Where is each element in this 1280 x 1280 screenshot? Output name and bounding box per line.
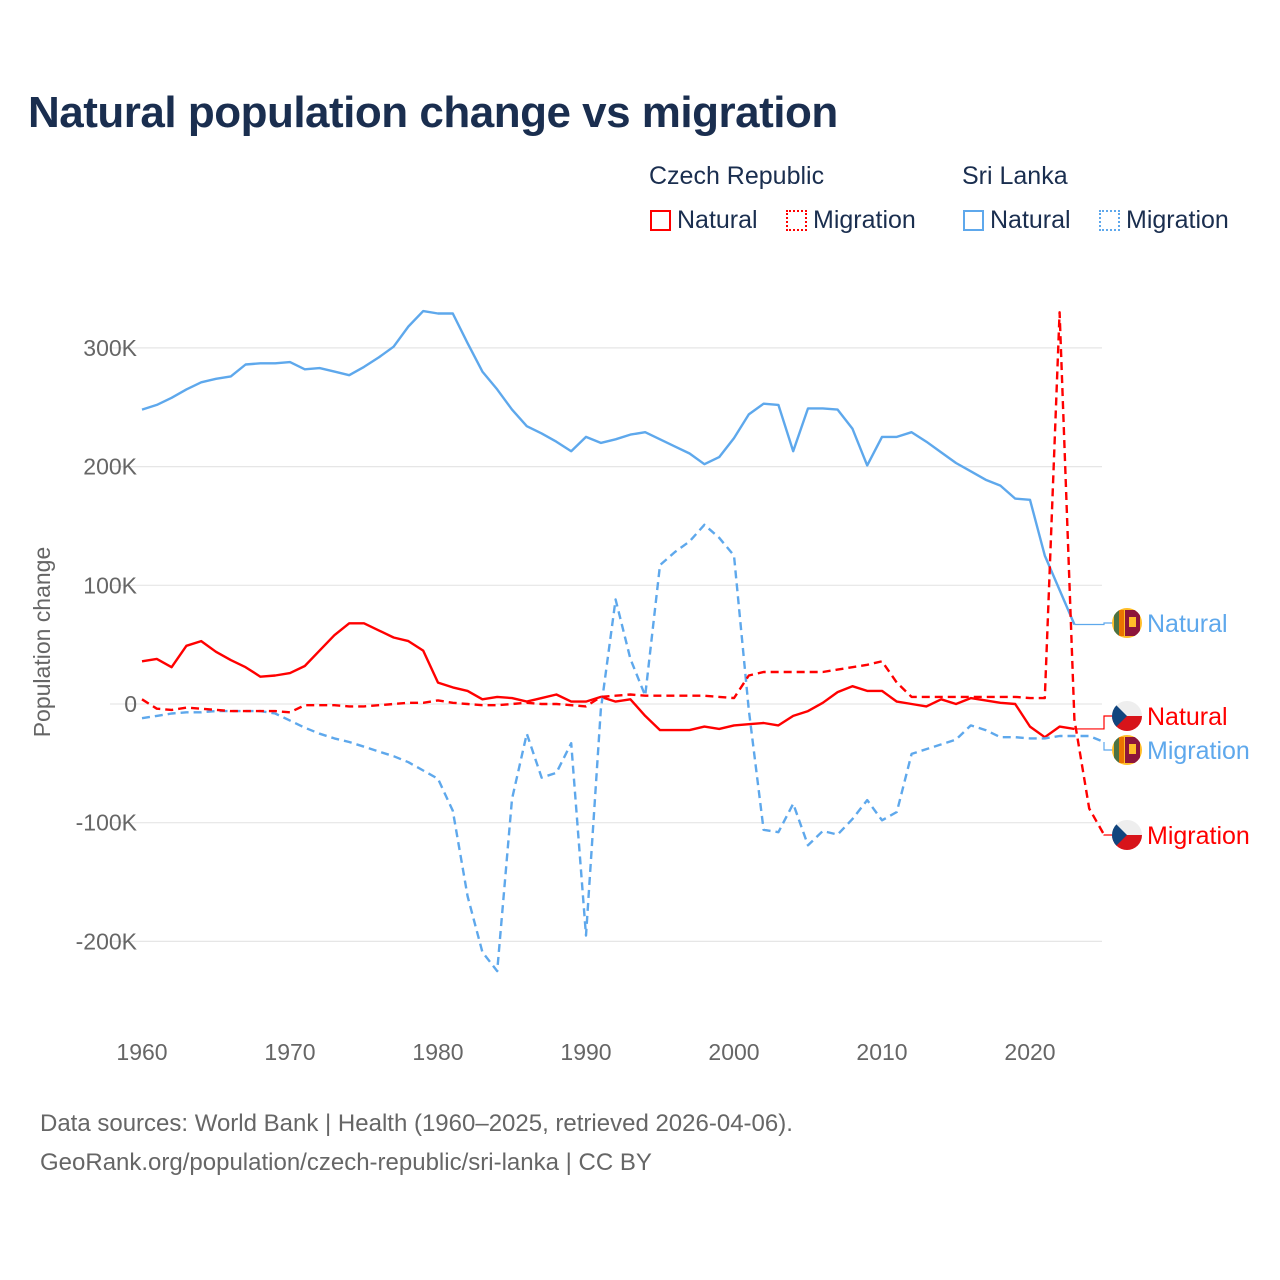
end-label: Migration	[1147, 822, 1250, 850]
x-tick-label: 2010	[856, 1039, 907, 1065]
label-connector	[1103, 741, 1114, 751]
end-label: Natural	[1147, 703, 1228, 731]
series-line-czech-republic-natural	[141, 622, 1075, 739]
end-label: Migration	[1147, 737, 1250, 765]
legend-label: Natural	[990, 206, 1071, 234]
legend-group-sri-lanka: Sri Lanka	[962, 162, 1068, 190]
legend-label: Natural	[677, 206, 758, 234]
y-tick-label: 300K	[83, 335, 137, 361]
y-tick-label: -200K	[76, 928, 138, 954]
x-tick-label: 1970	[264, 1039, 315, 1065]
legend-group-czech-republic: Czech Republic	[649, 162, 825, 190]
footer-sources: Data sources: World Bank | Health (1960–…	[40, 1110, 793, 1137]
series-line-czech-republic-migration	[141, 311, 1106, 836]
sri-lanka-flag-icon	[1112, 608, 1142, 638]
legend-swatch-solid	[963, 210, 984, 231]
y-tick-label: 200K	[83, 454, 137, 480]
footer-link[interactable]: GeoRank.org/population/czech-republic/sr…	[40, 1149, 652, 1176]
chart-title: Natural population change vs migration	[28, 88, 838, 137]
legend-item-srilanka-natural[interactable]: Natural	[963, 206, 1071, 235]
legend-swatch-solid	[650, 210, 671, 231]
series-line-sri-lanka-migration	[141, 523, 1105, 973]
y-tick-label: 100K	[83, 572, 137, 598]
legend-swatch-dotted	[1099, 210, 1120, 231]
y-axis-label: Population change	[29, 547, 55, 738]
legend-item-srilanka-migration[interactable]: Migration	[1099, 206, 1229, 235]
legend-label: Migration	[1126, 206, 1229, 234]
czech-flag-icon	[1112, 701, 1142, 731]
legend-item-czech-migration[interactable]: Migration	[786, 206, 916, 235]
sri-lanka-flag-icon	[1112, 735, 1142, 765]
legend-swatch-dotted	[786, 210, 807, 231]
label-connector	[1074, 715, 1114, 730]
legend-label: Migration	[813, 206, 916, 234]
x-tick-label: 1960	[116, 1039, 167, 1065]
x-tick-label: 1990	[560, 1039, 611, 1065]
x-tick-label: 1980	[412, 1039, 463, 1065]
series-line-sri-lanka-natural	[141, 309, 1076, 625]
y-tick-label: 0	[124, 691, 137, 717]
label-connector	[1074, 622, 1114, 626]
legend-item-czech-natural[interactable]: Natural	[650, 206, 758, 235]
czech-flag-icon	[1112, 820, 1142, 850]
x-tick-label: 2000	[708, 1039, 759, 1065]
x-tick-label: 2020	[1004, 1039, 1055, 1065]
y-tick-label: -100K	[76, 810, 138, 836]
end-label: Natural	[1147, 610, 1228, 638]
